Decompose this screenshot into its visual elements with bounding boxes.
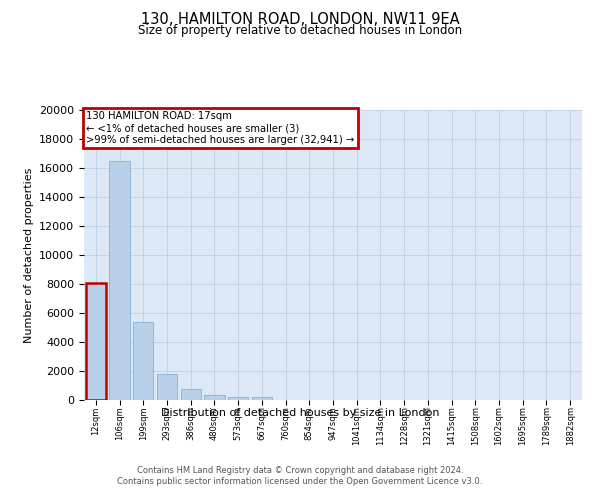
Bar — [228, 397, 248, 400]
Bar — [133, 322, 154, 400]
Bar — [157, 374, 177, 400]
Text: 130 HAMILTON ROAD: 17sqm
← <1% of detached houses are smaller (3)
>99% of semi-d: 130 HAMILTON ROAD: 17sqm ← <1% of detach… — [86, 112, 355, 144]
Bar — [252, 397, 272, 400]
Bar — [205, 396, 224, 400]
Bar — [109, 161, 130, 400]
Text: Contains public sector information licensed under the Open Government Licence v3: Contains public sector information licen… — [118, 477, 482, 486]
Text: 130, HAMILTON ROAD, LONDON, NW11 9EA: 130, HAMILTON ROAD, LONDON, NW11 9EA — [140, 12, 460, 28]
Y-axis label: Number of detached properties: Number of detached properties — [23, 168, 34, 342]
Bar — [86, 282, 106, 400]
Text: Distribution of detached houses by size in London: Distribution of detached houses by size … — [161, 408, 439, 418]
Text: Contains HM Land Registry data © Crown copyright and database right 2024.: Contains HM Land Registry data © Crown c… — [137, 466, 463, 475]
Bar — [181, 389, 201, 400]
Text: Size of property relative to detached houses in London: Size of property relative to detached ho… — [138, 24, 462, 37]
